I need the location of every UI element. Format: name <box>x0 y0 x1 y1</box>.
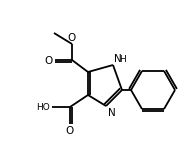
Text: H: H <box>119 56 126 64</box>
Text: O: O <box>68 33 76 43</box>
Text: HO: HO <box>36 103 50 112</box>
Text: N: N <box>108 108 116 118</box>
Text: O: O <box>45 56 53 66</box>
Text: N: N <box>114 54 122 64</box>
Text: O: O <box>66 126 74 136</box>
